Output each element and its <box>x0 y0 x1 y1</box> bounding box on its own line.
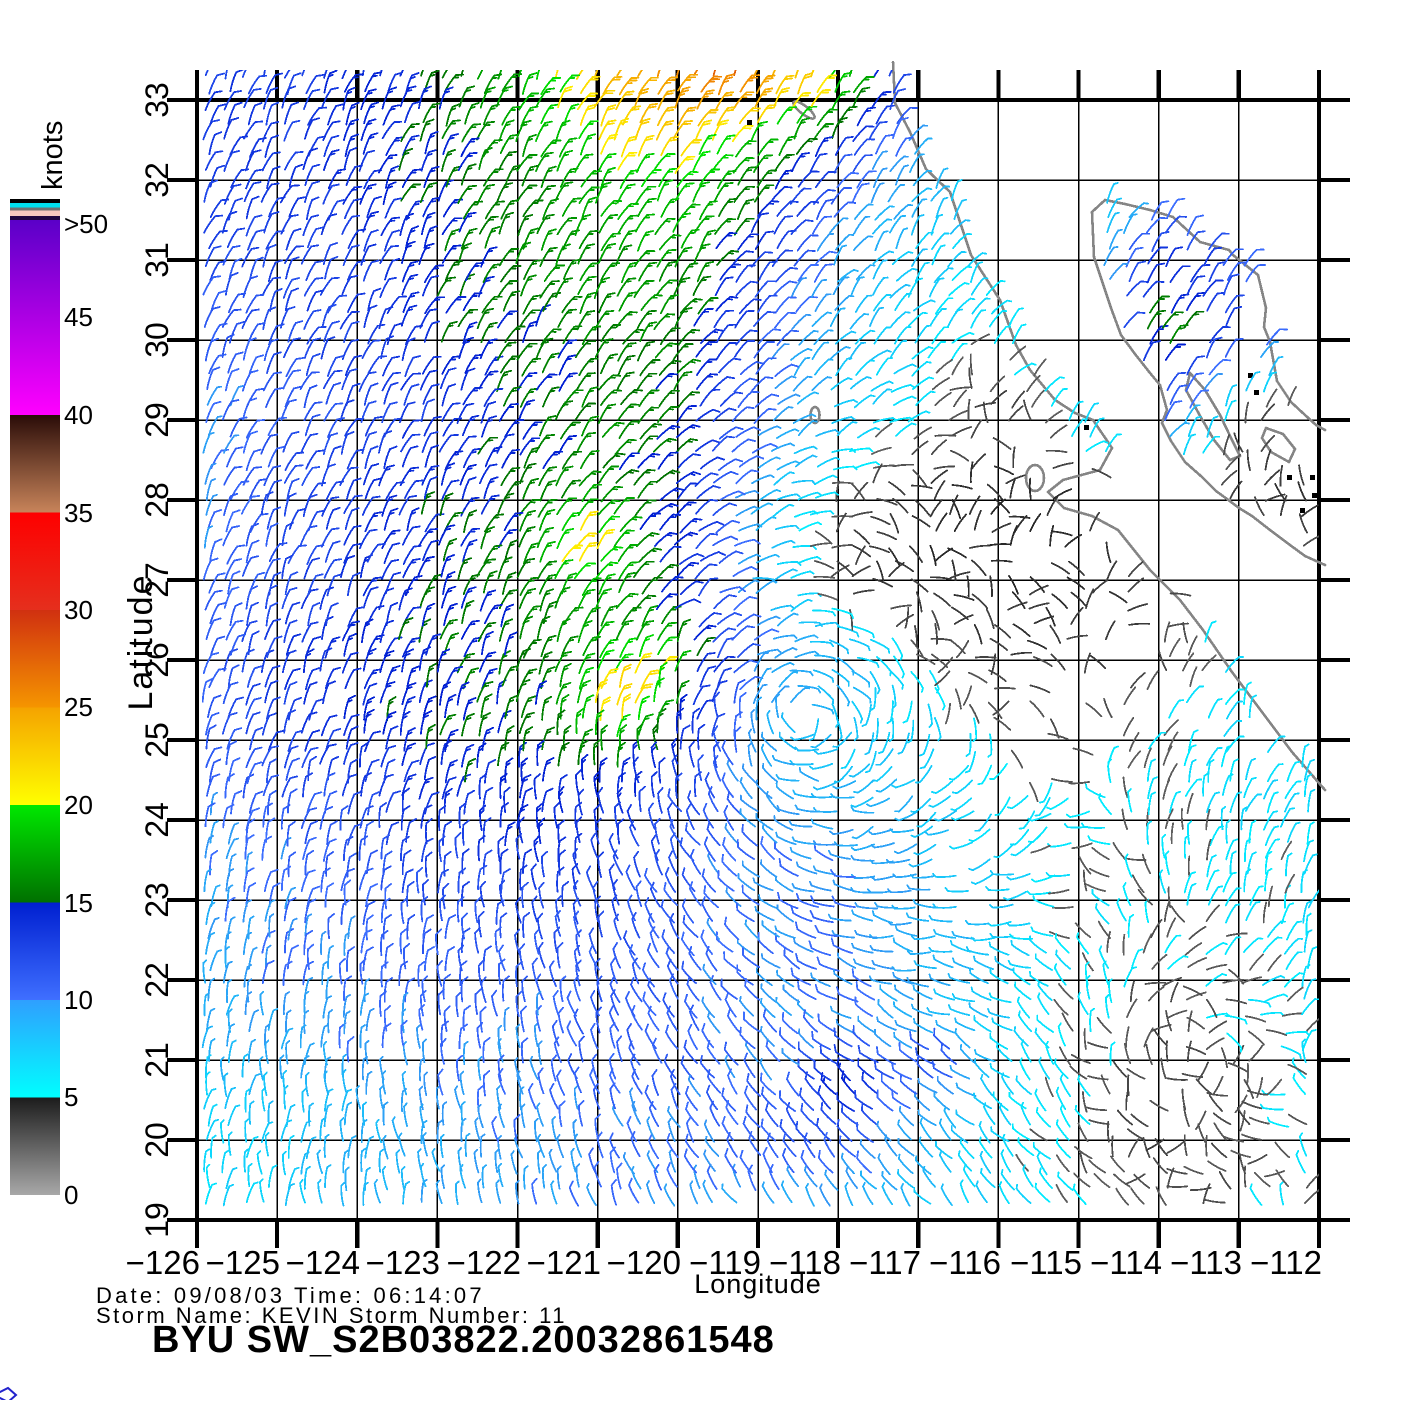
svg-text:31: 31 <box>139 242 175 278</box>
svg-text:40: 40 <box>64 400 93 430</box>
svg-text:Latitude: Latitude <box>122 574 160 711</box>
svg-text:−117: −117 <box>849 1244 921 1281</box>
svg-text:Longitude: Longitude <box>694 1269 822 1299</box>
svg-text:−125: −125 <box>206 1244 280 1281</box>
svg-text:−118: −118 <box>769 1244 841 1281</box>
svg-text:0: 0 <box>64 1180 78 1210</box>
svg-text:knots: knots <box>37 121 69 190</box>
svg-text:45: 45 <box>64 302 93 332</box>
svg-text:30: 30 <box>139 322 175 358</box>
svg-text:21: 21 <box>139 1042 175 1078</box>
svg-text:−115: −115 <box>1010 1244 1082 1281</box>
svg-text:23: 23 <box>139 882 175 918</box>
svg-text:19: 19 <box>139 1202 175 1238</box>
svg-text:20: 20 <box>139 1122 175 1158</box>
svg-text:Storm Name: KEVIN Storm Numb: Storm Name: KEVIN Storm Number: 11 <box>96 1303 567 1328</box>
svg-text:35: 35 <box>64 498 93 528</box>
svg-text:10: 10 <box>64 985 93 1015</box>
svg-text:−113: −113 <box>1170 1244 1242 1281</box>
svg-text:22: 22 <box>139 962 175 998</box>
svg-text:Date: 09/08/03 Time: 06:14:0: Date: 09/08/03 Time: 06:14:07 <box>96 1283 485 1308</box>
svg-text:28: 28 <box>139 482 175 518</box>
svg-text:5: 5 <box>64 1082 78 1112</box>
svg-text:−114: −114 <box>1090 1244 1162 1281</box>
svg-text:BYU SW_S2B03822.20032861548: BYU SW_S2B03822.20032861548 <box>152 1319 775 1361</box>
svg-text:−116: −116 <box>929 1244 1001 1281</box>
svg-text:30: 30 <box>64 595 93 625</box>
svg-text:−124: −124 <box>286 1244 360 1281</box>
svg-text:−121: −121 <box>527 1244 601 1281</box>
svg-text:−120: −120 <box>607 1244 681 1281</box>
svg-text:>50: >50 <box>64 209 108 239</box>
svg-text:32: 32 <box>139 162 175 198</box>
svg-text:33: 33 <box>139 82 175 118</box>
svg-text:−123: −123 <box>366 1244 440 1281</box>
svg-text:−119: −119 <box>689 1244 761 1281</box>
svg-text:−112: −112 <box>1250 1244 1322 1281</box>
svg-text:15: 15 <box>64 888 93 918</box>
svg-text:26: 26 <box>139 642 175 678</box>
svg-text:−126: −126 <box>126 1244 200 1281</box>
svg-text:27: 27 <box>139 562 175 598</box>
svg-text:25: 25 <box>139 722 175 758</box>
svg-text:20: 20 <box>64 790 93 820</box>
svg-text:24: 24 <box>139 802 175 838</box>
svg-text:25: 25 <box>64 692 93 722</box>
svg-text:29: 29 <box>139 402 175 438</box>
svg-text:−122: −122 <box>447 1244 521 1281</box>
